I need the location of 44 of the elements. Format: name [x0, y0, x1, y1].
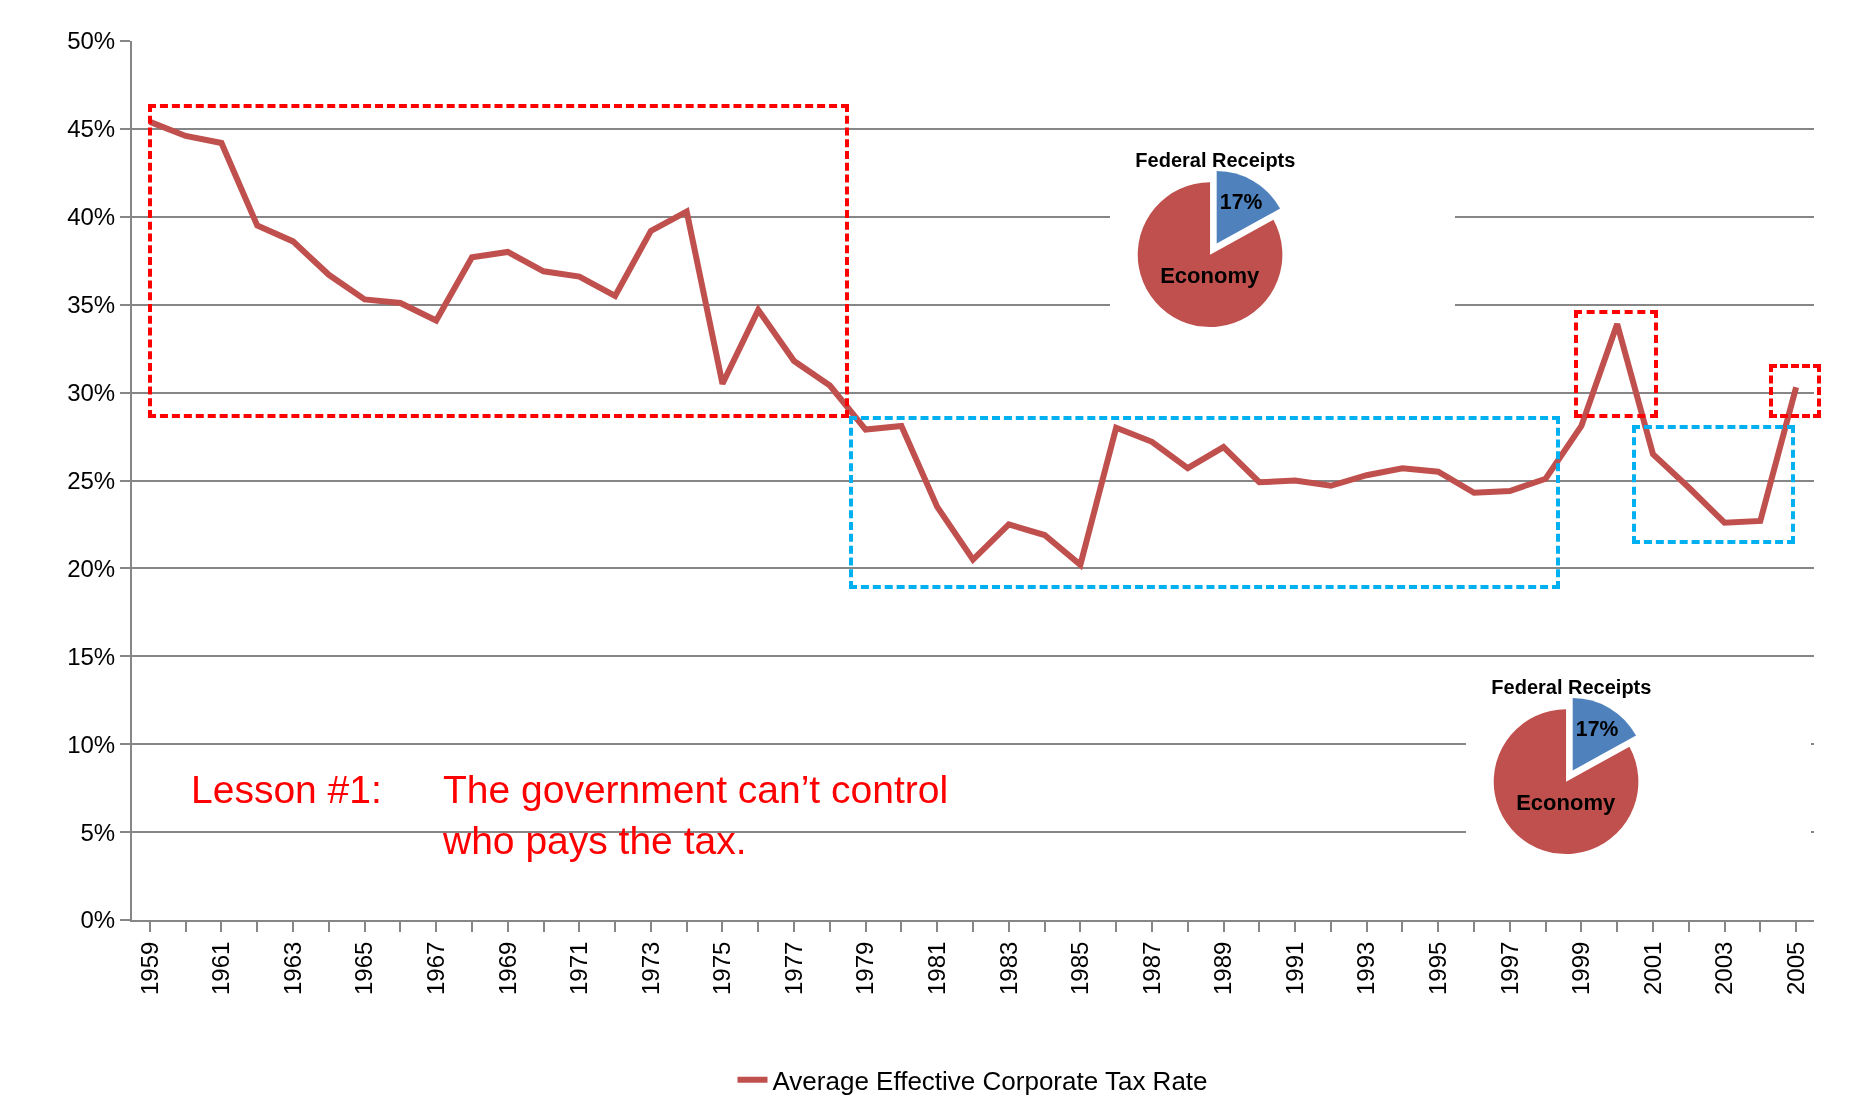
x-tick-label: 1991	[1280, 941, 1308, 995]
x-tick-label: 1961	[207, 941, 235, 995]
annotation: The government can’t control who pays the tax.	[442, 768, 949, 862]
x-tick-label: 1977	[779, 941, 807, 995]
slice-label: Economy	[1160, 263, 1260, 289]
y-tick-label: 40%	[67, 203, 116, 231]
x-tick-label: 2005	[1781, 941, 1809, 995]
y-tick-label: 20%	[67, 554, 116, 582]
x-tick-label: 1985	[1066, 941, 1094, 995]
y-tick-label: 30%	[67, 379, 116, 406]
x-tick-label: 1975	[708, 941, 736, 995]
x-tick-label: 2001	[1638, 941, 1666, 995]
x-tick-label: 2003	[1710, 941, 1738, 995]
x-tick-label: 1959	[135, 941, 163, 995]
x-tick-label: 1989	[1209, 941, 1237, 995]
x-tick-label: 1963	[278, 941, 306, 995]
y-tick-label: 25%	[67, 466, 116, 494]
slice-label: Federal Receipts	[1135, 149, 1296, 172]
y-tick-label: 10%	[67, 730, 116, 758]
y-tick-label: 0%	[80, 906, 116, 934]
x-tick-label: 1979	[851, 941, 879, 995]
x-tick-label: 1981	[923, 941, 951, 995]
x-tick-label: 1987	[1137, 941, 1165, 995]
y-tick-label: 15%	[67, 642, 116, 670]
x-tick-label: 1969	[493, 941, 521, 995]
x-tick-label: 1997	[1495, 941, 1523, 995]
y-tick-label: 35%	[67, 291, 116, 319]
x-tick-label: 1973	[636, 941, 664, 995]
x-tick-label: 1971	[565, 941, 593, 995]
data-label: 17%	[1575, 717, 1619, 741]
x-tick-label: 1999	[1567, 941, 1595, 995]
y-tick-label: 5%	[80, 818, 116, 846]
slice-label: Economy	[1516, 790, 1616, 816]
legend-label: Average Effective Corporate Tax Rate	[772, 1065, 1208, 1096]
slice-label: Federal Receipts	[1491, 676, 1652, 699]
x-tick-label: 1993	[1352, 941, 1380, 995]
x-tick-label: 1967	[421, 941, 449, 995]
x-tick-label: 1995	[1424, 941, 1452, 995]
data-label: 17%	[1219, 190, 1263, 214]
x-tick-label: 1965	[350, 941, 378, 995]
y-tick-label: 50%	[67, 27, 116, 55]
annotation: Lesson #1:	[191, 768, 382, 811]
y-tick-label: 45%	[67, 115, 116, 143]
x-tick-label: 1983	[994, 941, 1022, 995]
